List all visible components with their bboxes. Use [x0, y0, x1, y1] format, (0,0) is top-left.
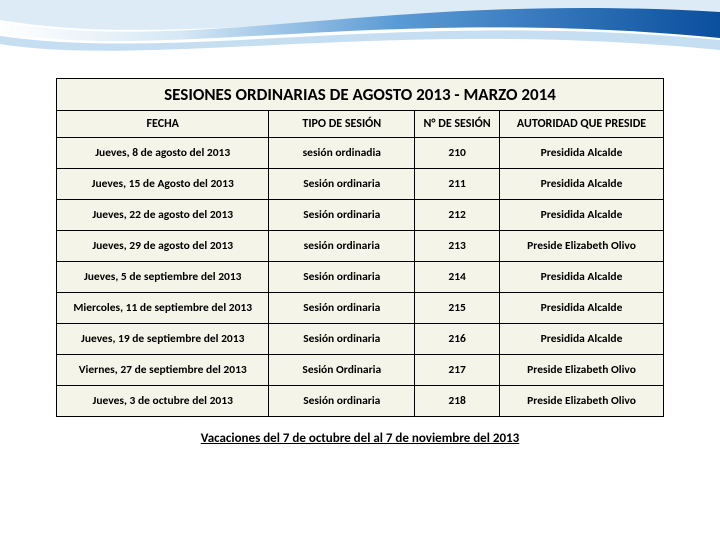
table-row: Jueves, 3 de octubre del 2013 Sesión ord… — [57, 386, 664, 417]
table-title: SESIONES ORDINARIAS DE AGOSTO 2013 - MAR… — [57, 79, 664, 111]
cell-num: 214 — [415, 262, 500, 293]
slide-content: SESIONES ORDINARIAS DE AGOSTO 2013 - MAR… — [0, 0, 720, 446]
cell-autoridad: Presidida Alcalde — [500, 138, 664, 169]
cell-num: 216 — [415, 324, 500, 355]
cell-tipo: Sesión ordinaria — [269, 386, 415, 417]
cell-autoridad: Preside Elizabeth Olivo — [500, 231, 664, 262]
cell-num: 212 — [415, 200, 500, 231]
cell-tipo: Sesión ordinaria — [269, 200, 415, 231]
cell-fecha: Jueves, 15 de Agosto del 2013 — [57, 169, 269, 200]
table-header-row: FECHA TIPO DE SESIÓN N° DE SESIÓN AUTORI… — [57, 111, 664, 138]
sessions-table: SESIONES ORDINARIAS DE AGOSTO 2013 - MAR… — [56, 78, 664, 417]
cell-autoridad: Presidida Alcalde — [500, 262, 664, 293]
cell-tipo: Sesión ordinaria — [269, 169, 415, 200]
cell-num: 215 — [415, 293, 500, 324]
table-row: Jueves, 8 de agosto del 2013 sesión ordi… — [57, 138, 664, 169]
col-header-num: N° DE SESIÓN — [415, 111, 500, 138]
table-row: Miercoles, 11 de septiembre del 2013 Ses… — [57, 293, 664, 324]
cell-tipo: Sesión ordinaria — [269, 262, 415, 293]
cell-tipo: Sesión ordinaria — [269, 293, 415, 324]
cell-num: 217 — [415, 355, 500, 386]
col-header-tipo: TIPO DE SESIÓN — [269, 111, 415, 138]
cell-autoridad: Presidida Alcalde — [500, 293, 664, 324]
cell-fecha: Jueves, 29 de agosto del 2013 — [57, 231, 269, 262]
table-row: Jueves, 29 de agosto del 2013 sesión ord… — [57, 231, 664, 262]
table-row: Viernes, 27 de septiembre del 2013 Sesió… — [57, 355, 664, 386]
cell-autoridad: Preside Elizabeth Olivo — [500, 355, 664, 386]
cell-fecha: Jueves, 3 de octubre del 2013 — [57, 386, 269, 417]
col-header-autoridad: AUTORIDAD QUE PRESIDE — [500, 111, 664, 138]
cell-autoridad: Preside Elizabeth Olivo — [500, 386, 664, 417]
cell-autoridad: Presidida Alcalde — [500, 169, 664, 200]
cell-fecha: Jueves, 22 de agosto del 2013 — [57, 200, 269, 231]
table-row: Jueves, 19 de septiembre del 2013 Sesión… — [57, 324, 664, 355]
cell-fecha: Jueves, 8 de agosto del 2013 — [57, 138, 269, 169]
cell-fecha: Jueves, 5 de septiembre del 2013 — [57, 262, 269, 293]
col-header-fecha: FECHA — [57, 111, 269, 138]
table-row: Jueves, 22 de agosto del 2013 Sesión ord… — [57, 200, 664, 231]
cell-fecha: Jueves, 19 de septiembre del 2013 — [57, 324, 269, 355]
cell-fecha: Miercoles, 11 de septiembre del 2013 — [57, 293, 269, 324]
cell-autoridad: Presidida Alcalde — [500, 200, 664, 231]
cell-autoridad: Presidida Alcalde — [500, 324, 664, 355]
cell-tipo: sesión ordinadia — [269, 138, 415, 169]
cell-num: 211 — [415, 169, 500, 200]
cell-fecha: Viernes, 27 de septiembre del 2013 — [57, 355, 269, 386]
cell-tipo: sesión ordinaria — [269, 231, 415, 262]
cell-num: 213 — [415, 231, 500, 262]
cell-num: 210 — [415, 138, 500, 169]
table-row: Jueves, 5 de septiembre del 2013 Sesión … — [57, 262, 664, 293]
cell-tipo: Sesión ordinaria — [269, 324, 415, 355]
footer-note: Vacaciones del 7 de octubre del al 7 de … — [56, 431, 664, 446]
cell-num: 218 — [415, 386, 500, 417]
table-row: Jueves, 15 de Agosto del 2013 Sesión ord… — [57, 169, 664, 200]
cell-tipo: Sesión Ordinaria — [269, 355, 415, 386]
